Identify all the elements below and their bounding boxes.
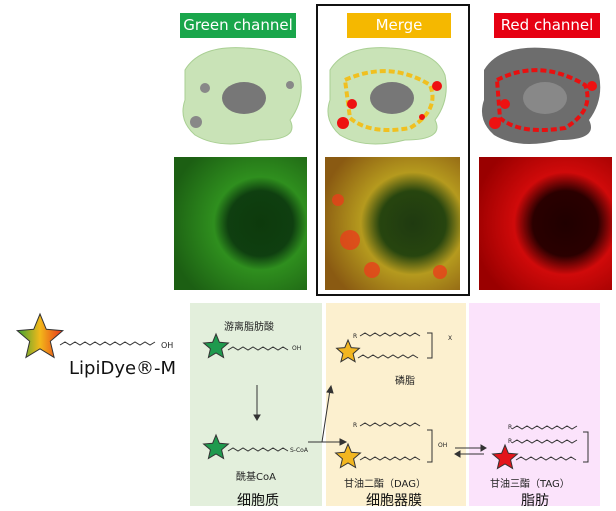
phospholipid-label: 磷脂 <box>395 376 415 387</box>
red-star-icon <box>491 443 519 470</box>
r-group: R <box>508 438 513 445</box>
r-group: R <box>353 333 358 340</box>
tag-chain <box>511 439 578 444</box>
probe-oh: OH <box>161 341 174 350</box>
tag-chain <box>515 456 577 461</box>
cell-red <box>481 47 601 144</box>
acyl-coa-label: 酰基CoA <box>236 472 276 483</box>
acyl-coa-end: S-CoA <box>290 447 308 454</box>
ffa-chain <box>227 346 289 351</box>
acyl-coa-chain <box>227 447 289 452</box>
panel-cytoplasm <box>190 303 322 506</box>
probe-star-icon <box>15 312 65 359</box>
phospholipid-chain <box>357 354 419 359</box>
micrograph-red <box>479 157 612 290</box>
compartment-cytoplasm: 细胞质 <box>237 493 279 509</box>
phospholipid-x: X <box>448 335 453 342</box>
label-red-channel: Red channel <box>494 13 600 38</box>
dag-oh: OH <box>438 442 448 449</box>
probe-chain <box>59 341 156 346</box>
probe-name: LipiDye®-M <box>69 358 177 379</box>
tag-label: 甘油三酯（TAG） <box>490 479 570 490</box>
green-star-icon <box>202 433 230 460</box>
r-group: R <box>508 424 513 431</box>
compartment-fat: 脂肪 <box>521 493 549 509</box>
dag-chain <box>359 422 421 427</box>
compartment-organelle-membrane: 细胞器膜 <box>366 493 422 509</box>
panel-fat <box>469 303 600 506</box>
ffa-oh: OH <box>292 345 302 352</box>
dag-chain <box>359 456 421 461</box>
phospholipid-chain <box>359 332 421 337</box>
yellow-star-icon <box>335 338 361 363</box>
cell-merge <box>327 47 447 145</box>
yellow-star-icon <box>334 442 362 469</box>
cell-green <box>182 47 302 145</box>
tag-chain <box>511 425 578 430</box>
label-merge: Merge <box>347 13 451 38</box>
green-star-icon <box>202 332 230 359</box>
merge-highlight-frame <box>316 4 470 296</box>
panel-organelle-membrane <box>326 303 466 506</box>
dag-label: 甘油二酯（DAG） <box>344 479 426 490</box>
micrograph-green <box>174 157 307 290</box>
r-group: R <box>353 422 358 429</box>
label-green-channel: Green channel <box>180 13 296 38</box>
free-fatty-acid-label: 游离脂肪酸 <box>224 322 274 333</box>
reaction-arrows <box>253 332 589 463</box>
